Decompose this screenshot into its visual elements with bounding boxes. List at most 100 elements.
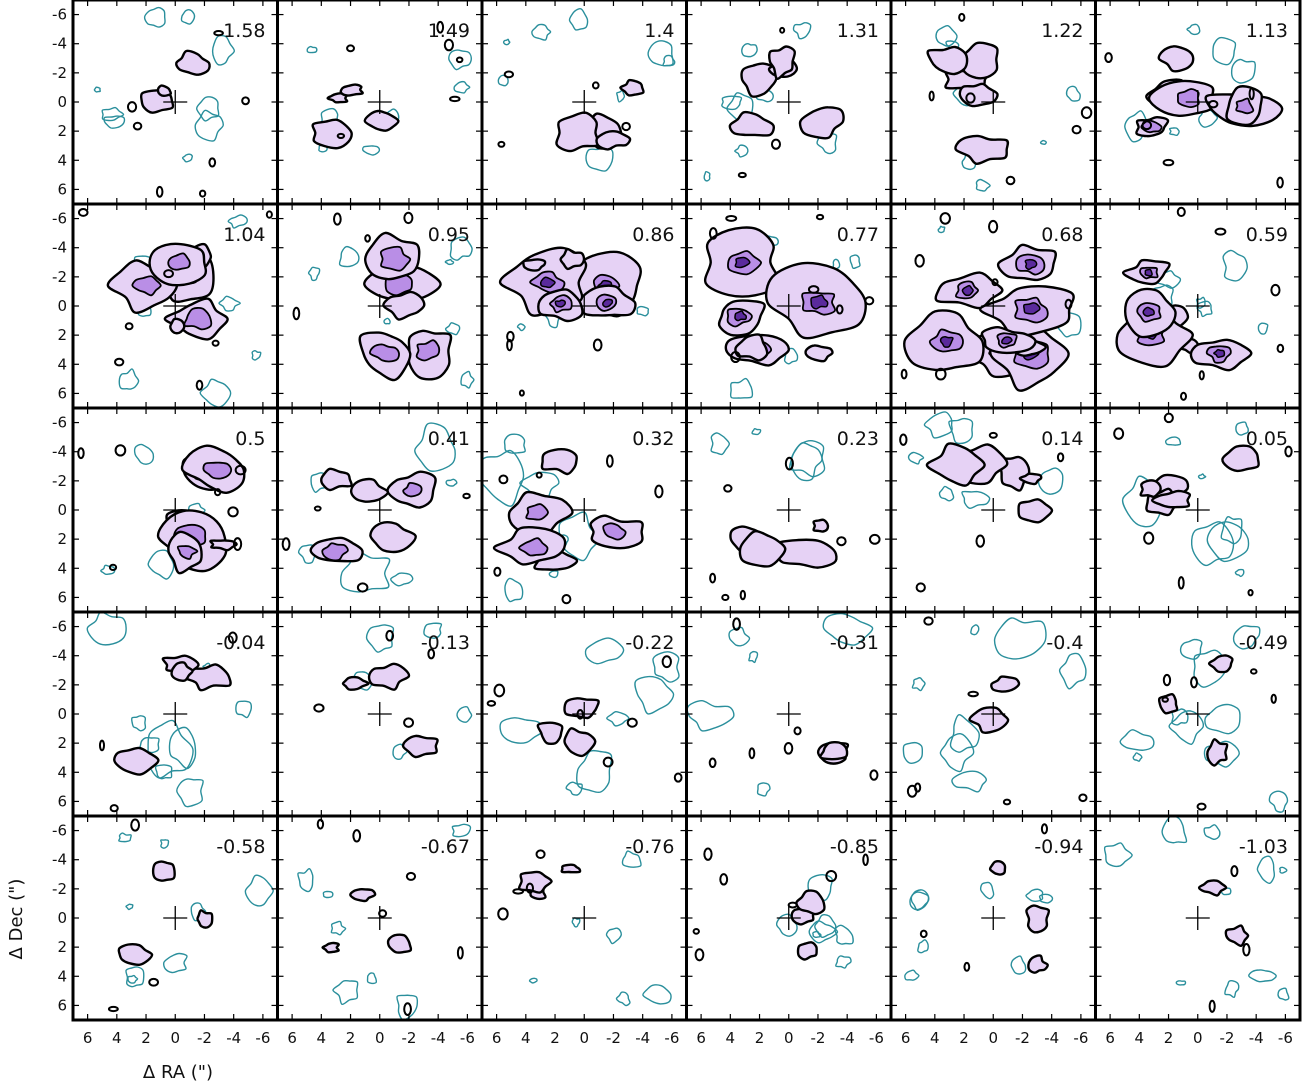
positive-contour-dot — [114, 357, 125, 367]
negative-contour — [1232, 625, 1261, 650]
positive-contour-dot — [213, 488, 222, 497]
panel-contours — [1119, 625, 1289, 813]
positive-contour — [954, 134, 1010, 166]
negative-contour — [453, 80, 471, 94]
negative-contour — [1186, 23, 1201, 36]
channel-panel: -0.49 — [1094, 610, 1302, 818]
positive-contour-dot — [1196, 802, 1207, 811]
positive-contour-dot — [124, 322, 134, 331]
positive-contour-dot — [783, 742, 794, 755]
positive-contour-level-2 — [525, 503, 549, 521]
panel-contours — [692, 847, 869, 969]
positive-contour — [560, 863, 582, 874]
channel-velocity-label: 1.58 — [223, 20, 265, 42]
positive-contour-dot — [403, 1002, 412, 1017]
positive-contour-dot — [793, 726, 802, 736]
negative-contour — [118, 832, 132, 843]
negative-contour — [1038, 893, 1054, 904]
y-tick-label: 2 — [57, 938, 67, 956]
positive-contour-dot — [906, 784, 918, 798]
positive-contour-dot — [493, 566, 502, 577]
positive-contour-dot — [1113, 427, 1125, 440]
x-tick-label: 4 — [112, 1029, 122, 1047]
positive-contour — [369, 521, 417, 554]
negative-contour — [118, 368, 140, 390]
negative-contour — [568, 8, 589, 31]
channel-panel: -0.67 — [276, 814, 484, 1022]
negative-contour — [565, 781, 583, 796]
negative-contour — [1256, 855, 1276, 885]
panel-contours — [899, 411, 1065, 593]
negative-contour — [1203, 824, 1221, 840]
y-tick-label: -6 — [52, 210, 67, 228]
positive-contour — [1151, 489, 1192, 509]
x-tick-labels: 6 4 2 0 -2 -4 -6 6 4 2 0 -2 -4 -6 6 4 2 0 -2 -4 -6 6 4 2 0 -2 -4 -6… — [83, 1029, 1293, 1047]
x-tick-label: -2 — [606, 1029, 621, 1047]
positive-contour-dot — [835, 304, 844, 315]
positive-contour-dot — [443, 38, 455, 52]
positive-contour-dot — [98, 739, 106, 752]
negative-contour — [306, 45, 318, 54]
channel-velocity-label: 0.95 — [428, 224, 470, 246]
channel-velocity-label: 0.59 — [1246, 224, 1288, 246]
x-tick-label: -4 — [1249, 1029, 1264, 1047]
negative-contour — [504, 577, 524, 603]
negative-contour — [1025, 888, 1044, 902]
negative-contour — [835, 955, 852, 969]
x-tick-label: 4 — [317, 1029, 327, 1047]
positive-contour-dot — [737, 171, 747, 179]
positive-contour-dot — [403, 211, 414, 225]
negative-contour — [176, 778, 204, 808]
negative-contour — [168, 726, 197, 770]
positive-contour-level-3 — [554, 299, 566, 308]
y-tick-label: -2 — [52, 268, 67, 286]
positive-contour — [734, 333, 769, 362]
positive-contour — [1221, 444, 1260, 473]
positive-contour-dot — [709, 572, 717, 584]
positive-contour — [619, 78, 645, 97]
x-tick-label: 2 — [550, 1029, 560, 1047]
positive-contour — [798, 106, 845, 140]
channel-velocity-label: 0.77 — [837, 224, 879, 246]
positive-contour — [925, 442, 986, 487]
positive-contour — [1197, 879, 1228, 897]
negative-contour — [131, 715, 147, 732]
panel-contours — [902, 616, 1088, 806]
negative-contour — [444, 258, 455, 266]
positive-contour-dot — [592, 338, 603, 352]
negative-contour — [1065, 85, 1081, 102]
negative-contour — [939, 732, 975, 773]
negative-contour — [1039, 139, 1048, 145]
positive-contour-dot — [934, 367, 947, 381]
x-tick-label: 4 — [1135, 1029, 1145, 1047]
channel-panel: 0.41 — [276, 406, 484, 614]
channel-panel: -0.85 — [685, 814, 893, 1022]
positive-contour-dot — [497, 140, 506, 148]
negative-contour — [1058, 652, 1087, 690]
negative-contour — [783, 347, 799, 365]
x-tick-label: -2 — [197, 1029, 212, 1047]
positive-contour-dot — [77, 447, 85, 460]
negative-contour — [456, 706, 473, 723]
channel-velocity-label: 0.41 — [428, 428, 470, 450]
negative-contour — [332, 979, 359, 1006]
positive-contour-dot — [497, 907, 509, 921]
negative-contour — [907, 451, 925, 465]
positive-contour-dot — [1040, 823, 1049, 835]
negative-contour — [180, 9, 196, 25]
negative-contour — [814, 914, 837, 939]
y-tick-label: 4 — [57, 355, 67, 373]
positive-contour-dot — [1176, 206, 1186, 218]
positive-contour-dot — [525, 882, 535, 894]
x-tick-label: -4 — [226, 1029, 241, 1047]
positive-contour — [169, 317, 186, 335]
positive-contour-level-2 — [518, 537, 549, 557]
positive-contour — [320, 467, 353, 492]
positive-contour — [990, 675, 1021, 693]
negative-contour — [445, 478, 458, 487]
positive-contour-dot — [1071, 124, 1082, 135]
y-tick-label: 2 — [57, 530, 67, 548]
positive-contour — [349, 887, 377, 903]
positive-contour-dot — [673, 772, 683, 783]
negative-contour — [741, 42, 758, 58]
